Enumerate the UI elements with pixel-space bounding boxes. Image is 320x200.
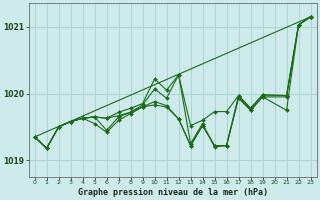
X-axis label: Graphe pression niveau de la mer (hPa): Graphe pression niveau de la mer (hPa): [77, 188, 268, 197]
